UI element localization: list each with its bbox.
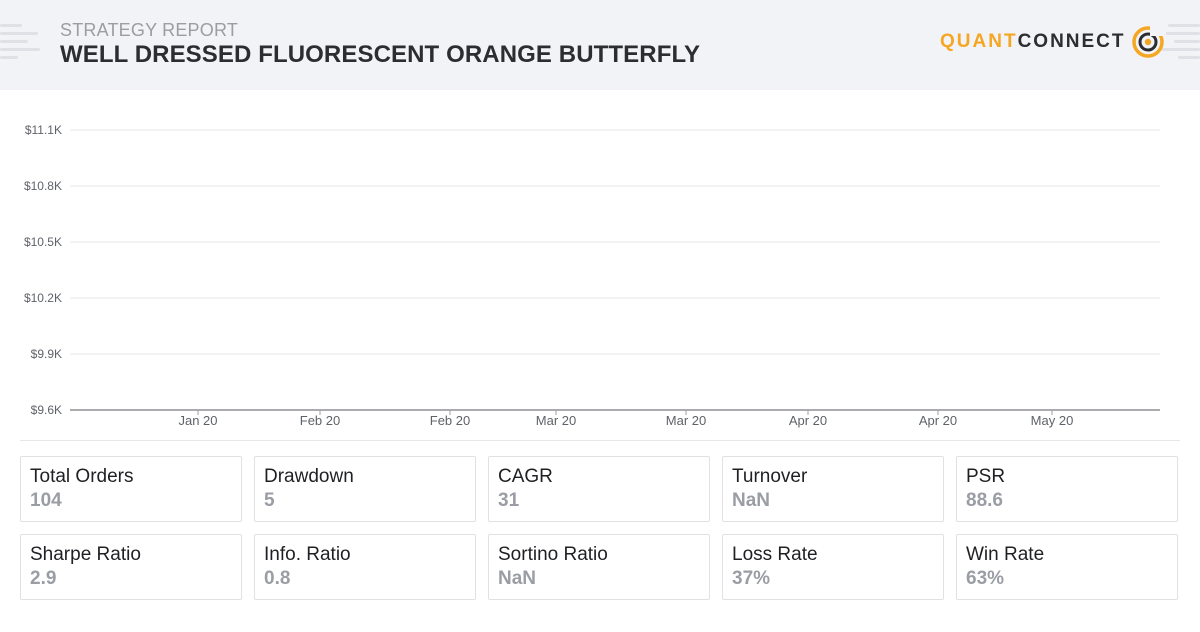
logo-text-quant: QUANT: [940, 31, 1018, 52]
x-tick-label: Feb 20: [430, 413, 470, 428]
section-divider: [20, 440, 1180, 441]
stat-value: 5: [264, 490, 275, 511]
y-tick-label: $10.5K: [24, 235, 62, 249]
equity-chart: $11.1K $10.8K $10.5K $10.2K $9.9K $9.6K Jan 20…: [0, 100, 1200, 440]
stat-label: Total Orders: [30, 466, 134, 487]
report-header: STRATEGY REPORT WELL DRESSED FLUORESCENT…: [0, 0, 1200, 90]
x-tick-label: Feb 20: [300, 413, 340, 428]
stat-value: NaN: [498, 568, 537, 589]
x-tick-label: May 20: [1031, 413, 1074, 428]
y-tick-label: $10.8K: [24, 179, 62, 193]
strategy-title: WELL DRESSED FLUORESCENT ORANGE BUTTERFL…: [60, 41, 701, 68]
stat-label: Info. Ratio: [264, 544, 351, 565]
equity-chart-svg: $11.1K $10.8K $10.5K $10.2K $9.9K $9.6K Jan 20…: [24, 123, 1160, 428]
report-kicker: STRATEGY REPORT: [60, 20, 239, 40]
stat-card-info-ratio: Info. Ratio 0.8: [254, 534, 476, 600]
stat-card-turnover: Turnover NaN: [722, 456, 944, 522]
stat-label: CAGR: [498, 466, 553, 487]
stat-value: NaN: [732, 490, 771, 511]
stat-value: 31: [498, 490, 520, 511]
x-tick-label: Jan 20: [178, 413, 217, 428]
y-tick-label: $10.2K: [24, 291, 62, 305]
stat-label: Loss Rate: [732, 544, 818, 565]
stat-label: Win Rate: [966, 544, 1045, 565]
stat-value: 63%: [966, 568, 1005, 589]
x-tick-label: Apr 20: [919, 413, 957, 428]
x-tick-label: Apr 20: [789, 413, 827, 428]
stat-label: Turnover: [732, 466, 808, 487]
stat-value: 104: [30, 490, 62, 511]
stat-value: 88.6: [966, 490, 1003, 511]
logo-text-connect: CONNECT: [1017, 31, 1126, 52]
stat-card-sharpe-ratio: Sharpe Ratio 2.9: [20, 534, 242, 600]
stat-card-sortino-ratio: Sortino Ratio NaN: [488, 534, 710, 600]
stat-label: Drawdown: [264, 466, 354, 487]
stat-value: 0.8: [264, 568, 291, 589]
stat-card-psr: PSR 88.6: [956, 456, 1178, 522]
x-tick-label: Mar 20: [536, 413, 576, 428]
y-tick-label: $11.1K: [25, 123, 62, 137]
stat-label: PSR: [966, 466, 1006, 487]
stat-card-total-orders: Total Orders 104: [20, 456, 242, 522]
x-tick-label: Mar 20: [666, 413, 706, 428]
stat-label: Sharpe Ratio: [30, 544, 141, 565]
stat-value: 2.9: [30, 568, 57, 589]
quantconnect-logo-icon: [1131, 26, 1166, 58]
stat-label: Sortino Ratio: [498, 544, 608, 565]
stat-card-drawdown: Drawdown 5: [254, 456, 476, 522]
quantconnect-logo: QUANT CONNECT: [940, 24, 1166, 60]
stat-card-win-rate: Win Rate 63%: [956, 534, 1178, 600]
y-tick-label: $9.9K: [31, 347, 62, 361]
y-tick-label: $9.6K: [31, 403, 62, 417]
stat-value: 37%: [732, 568, 771, 589]
stat-card-loss-rate: Loss Rate 37%: [722, 534, 944, 600]
stat-card-cagr: CAGR 31: [488, 456, 710, 522]
